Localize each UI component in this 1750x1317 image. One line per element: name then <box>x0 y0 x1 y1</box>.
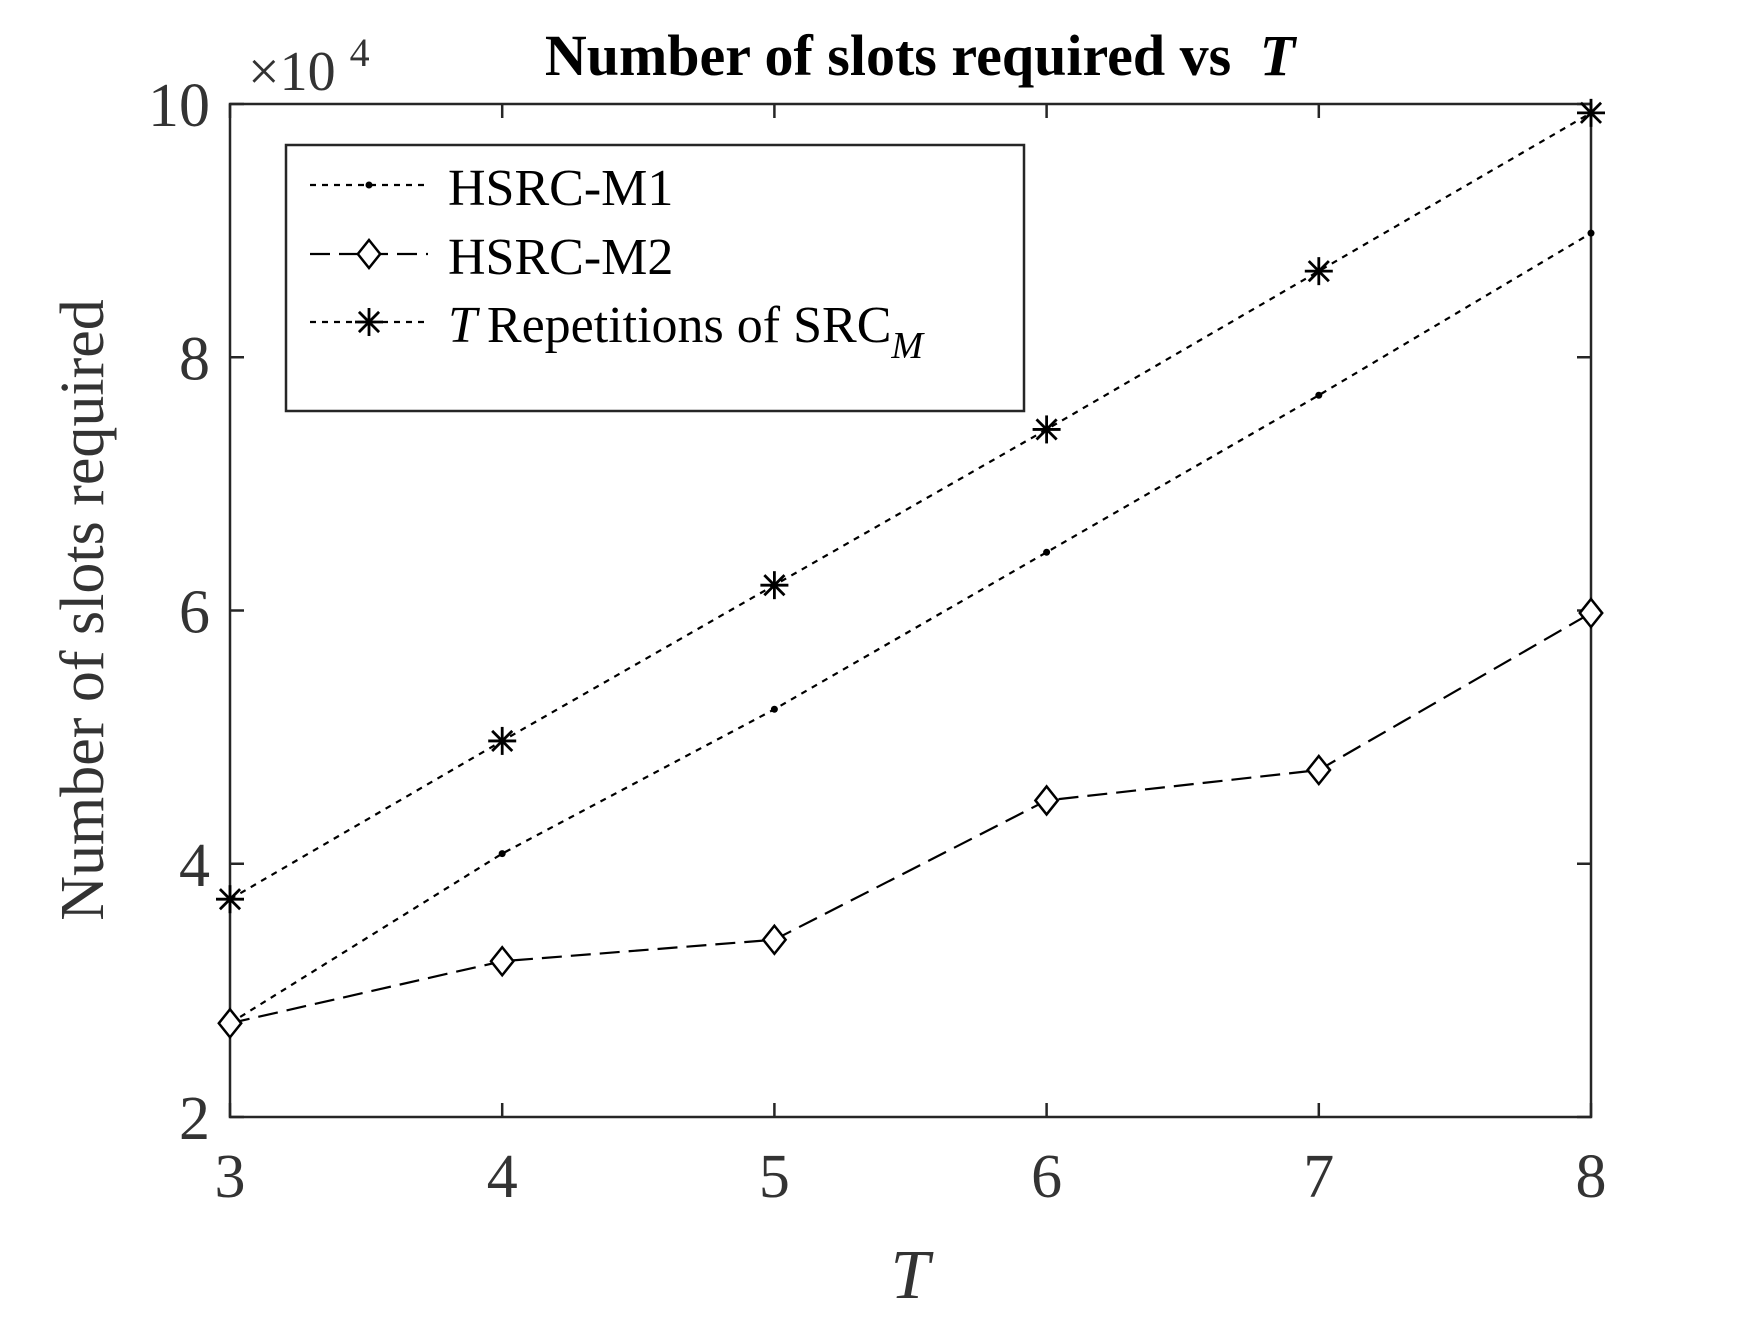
data-point <box>1578 597 1604 630</box>
y-multiplier-base: ×10 <box>248 41 336 103</box>
x-tick-label: 7 <box>1303 1143 1334 1211</box>
legend-label-sub: M <box>890 325 925 367</box>
data-point <box>488 726 517 755</box>
data-point <box>1033 784 1060 817</box>
y-tick-label: 8 <box>179 325 210 393</box>
data-point <box>217 1007 243 1040</box>
data-point <box>1304 257 1333 286</box>
chart-title-var: T <box>1260 23 1298 88</box>
legend-item: HSRC-M2 <box>310 229 673 286</box>
data-point <box>1305 754 1332 787</box>
data-point <box>1043 548 1051 556</box>
legend-item: T Repetitions of SRCM <box>310 297 925 367</box>
series-3 <box>216 98 1605 914</box>
x-tick-label: 3 <box>215 1143 246 1211</box>
y-tick-label: 6 <box>179 579 210 647</box>
legend-label-italic: T <box>448 297 480 354</box>
series-line <box>229 232 1592 1025</box>
x-tick-label: 8 <box>1576 1143 1607 1211</box>
y-multiplier-exponent: 4 <box>350 30 370 75</box>
x-tick-label: 4 <box>487 1143 518 1211</box>
series-layer <box>216 98 1605 1040</box>
data-point <box>1315 391 1323 399</box>
data-point <box>760 571 789 600</box>
legend-label-text: Repetitions of SRC <box>487 297 891 354</box>
data-point <box>761 923 788 956</box>
tick-labels: 3 4 5 6 7 8 2 4 6 8 10 <box>148 72 1607 1211</box>
series-2 <box>217 597 1604 1040</box>
data-point <box>770 705 778 713</box>
x-tick-label: 6 <box>1031 1143 1062 1211</box>
legend-marker <box>355 308 383 336</box>
data-point <box>1577 98 1605 127</box>
legend-item: HSRC-M1 <box>310 160 673 217</box>
legend-marker <box>365 181 373 189</box>
chart-title: Number of slots required vs T <box>545 23 1298 88</box>
y-tick-label: 10 <box>148 72 210 140</box>
x-axis-label: T <box>891 1237 935 1314</box>
series-line <box>229 612 1592 1025</box>
legend: HSRC-M1 HSRC-M2 T Repetitions of SRCM <box>284 143 1026 413</box>
legend-marker <box>356 237 382 271</box>
legend-label: HSRC-M1 <box>448 160 673 217</box>
chart-title-text: Number of slots required vs <box>545 23 1231 88</box>
data-point <box>489 945 516 978</box>
data-point <box>498 850 506 858</box>
x-tick-label: 5 <box>759 1143 790 1211</box>
data-point <box>1032 415 1061 444</box>
series-line <box>229 111 1592 901</box>
y-tick-label: 4 <box>179 832 210 900</box>
y-axis-multiplier: ×10 4 <box>248 30 370 103</box>
series-1 <box>226 229 1595 1027</box>
y-axis-label: Number of slots required <box>49 299 117 921</box>
y-tick-label: 2 <box>179 1085 210 1153</box>
legend-label: T Repetitions of SRCM <box>448 297 925 367</box>
data-point <box>216 885 244 914</box>
data-point <box>1587 229 1595 237</box>
legend-box <box>284 143 1026 413</box>
legend-label: HSRC-M2 <box>448 229 673 286</box>
